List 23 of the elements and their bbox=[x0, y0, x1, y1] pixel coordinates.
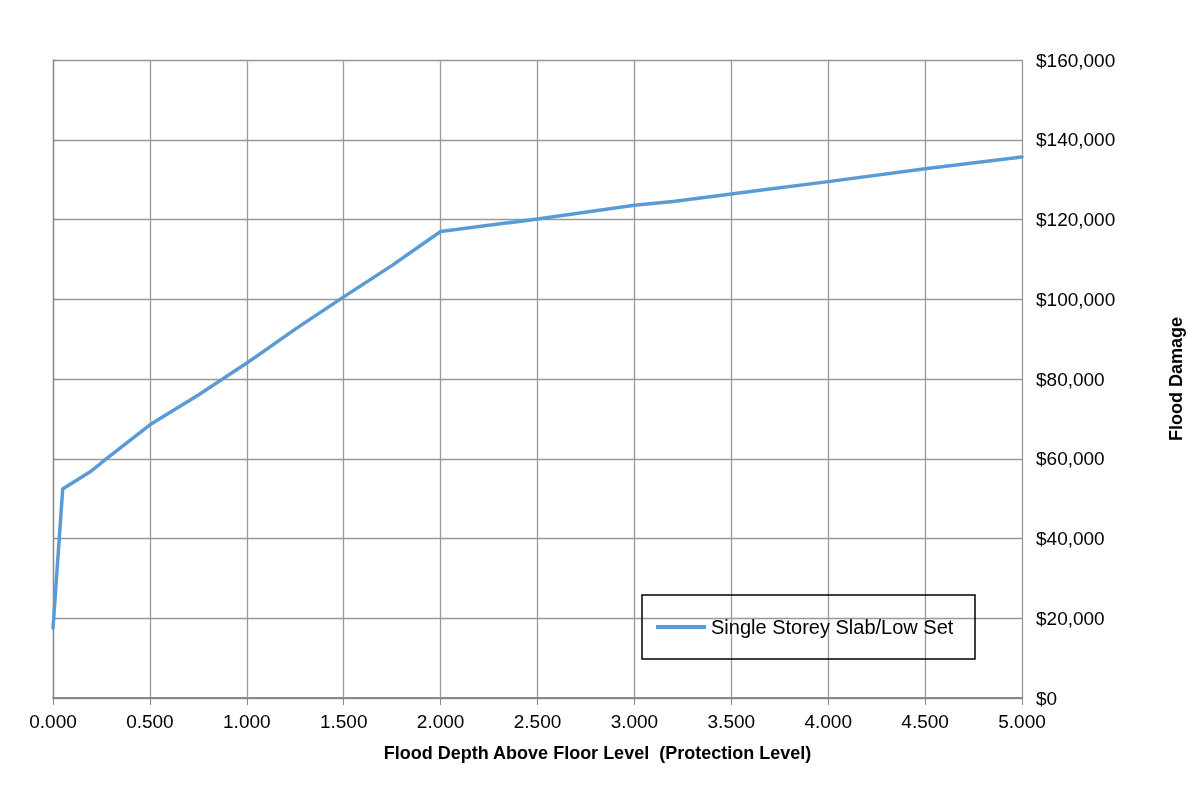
x-tick-label: 2.500 bbox=[513, 711, 562, 732]
x-tick-label: 1.500 bbox=[319, 711, 368, 732]
y-tick-label: $80,000 bbox=[1036, 368, 1105, 390]
x-tick-label: 2.000 bbox=[416, 711, 465, 732]
x-tick-label: 1.000 bbox=[223, 711, 271, 732]
legend-label: Single Storey Slab/Low Set bbox=[711, 616, 954, 638]
y-tick-label: $140,000 bbox=[1036, 129, 1116, 151]
y-tick-label: $60,000 bbox=[1036, 448, 1105, 470]
y-tick-label: $20,000 bbox=[1036, 607, 1105, 629]
y-tick-label: $0 bbox=[1036, 687, 1058, 709]
x-tick-label: 3.500 bbox=[707, 711, 756, 732]
x-tick-label: 0.500 bbox=[126, 711, 174, 732]
x-tick-label: 4.500 bbox=[901, 711, 949, 732]
x-tick-label: 5.000 bbox=[998, 711, 1046, 732]
y-tick-label: $160,000 bbox=[1036, 49, 1116, 71]
y-axis-title: Flood Damage bbox=[1166, 316, 1186, 442]
x-axis-title: Flood Depth Above Floor Level (Protection Level) bbox=[383, 743, 812, 763]
y-tick-label: $120,000 bbox=[1036, 209, 1116, 230]
y-tick-label: $100,000 bbox=[1036, 288, 1116, 310]
x-tick-label: 4.000 bbox=[804, 711, 852, 732]
x-tick-label: 0.000 bbox=[29, 711, 77, 732]
y-tick-label: $40,000 bbox=[1036, 528, 1105, 549]
x-tick-label: 3.000 bbox=[610, 711, 659, 732]
